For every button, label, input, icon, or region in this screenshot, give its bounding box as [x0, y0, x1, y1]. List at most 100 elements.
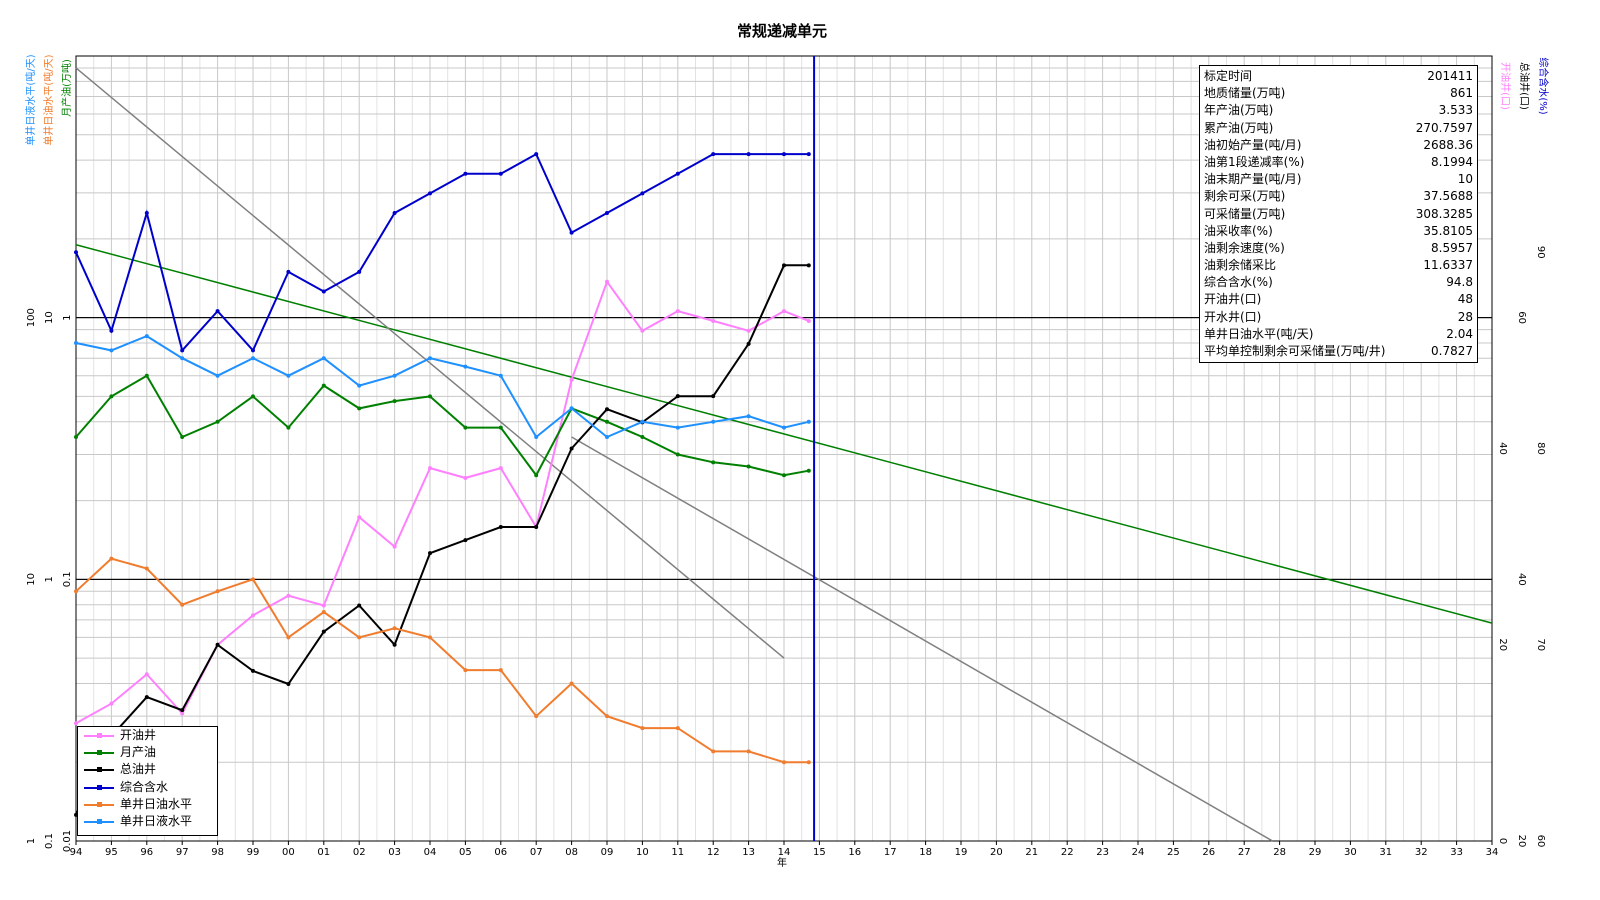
data-point: [463, 425, 468, 430]
data-point: [74, 721, 78, 726]
x-tick-label: 20: [990, 847, 1003, 858]
info-value: 28: [1457, 309, 1473, 324]
info-label: 年产油(万吨): [1204, 103, 1274, 118]
legend-item: 月产油: [78, 744, 217, 761]
calibration-info-panel: 标定时间 201411 地质储量(万吨) 861 年产油(万吨) 3.533 累产油(万吨)…: [1199, 65, 1478, 364]
legend-label: 总油井: [120, 762, 157, 777]
decline-trend-line: [571, 436, 1273, 842]
data-point: [782, 425, 786, 430]
data-point: [357, 383, 362, 388]
info-label: 平均单控制剩余可采储量(万吨/井): [1204, 344, 1386, 358]
data-point: [321, 629, 326, 634]
data-point: [144, 211, 149, 215]
data-point: [746, 152, 751, 157]
data-point: [321, 383, 326, 388]
x-tick-label: 01: [317, 847, 330, 858]
info-row: 油初始产量(吨/月) 2688.36: [1204, 137, 1473, 154]
data-point: [534, 434, 539, 439]
data-point: [251, 356, 255, 361]
info-value: 48: [1457, 292, 1473, 307]
info-label: 油剩余速度(%): [1204, 240, 1285, 255]
data-point: [675, 171, 680, 176]
info-row: 综合含水(%) 94.8: [1204, 274, 1473, 291]
data-point: [640, 726, 645, 731]
data-point: [180, 711, 185, 716]
x-tick-label: 29: [1309, 847, 1322, 858]
data-point: [498, 373, 503, 378]
legend-label: 单井日油水平: [120, 796, 193, 811]
data-point: [215, 642, 220, 647]
data-point: [498, 668, 503, 673]
x-tick-label: 22: [1061, 847, 1074, 858]
info-value: 201411: [1427, 69, 1473, 83]
data-point: [605, 714, 609, 719]
x-tick-label: 31: [1379, 847, 1392, 858]
data-point: [251, 613, 255, 618]
data-point: [640, 419, 645, 424]
data-point: [498, 525, 503, 529]
x-tick-label: 27: [1238, 847, 1251, 858]
data-point: [782, 309, 786, 314]
data-point: [746, 749, 751, 754]
data-point: [251, 668, 255, 673]
x-axis-ticks: 94 95 96 97 98 99 00 01 02 03 04 05 06 07 08 09 10 11 12 13…: [70, 841, 1498, 858]
x-tick-label: 96: [140, 847, 153, 858]
x-tick-label: 14: [778, 847, 791, 858]
data-point: [806, 760, 811, 765]
info-value: 308.3285: [1415, 206, 1473, 221]
y-tick-label: 20: [1497, 638, 1508, 651]
decline-trend-line: [75, 244, 1493, 624]
data-point: [109, 348, 114, 353]
decline-trend-lines: [75, 67, 1493, 842]
data-point: [746, 464, 751, 469]
data-point: [569, 681, 574, 686]
x-tick-label: 94: [70, 847, 83, 858]
info-row: 地质储量(万吨) 861: [1204, 85, 1473, 102]
data-point: [463, 475, 468, 480]
x-tick-label: 16: [848, 847, 861, 858]
data-point: [534, 714, 539, 719]
data-point: [357, 406, 362, 411]
y-tick-label: 20: [1516, 835, 1527, 848]
x-tick-label: 08: [565, 847, 578, 858]
info-row: 油末期产量(吨/月) 10: [1204, 171, 1473, 188]
info-value: 11.6337: [1423, 258, 1473, 273]
y-tick-label: 100: [26, 308, 37, 327]
info-label: 油采收率(%): [1204, 223, 1273, 238]
info-row: 油剩余储采比 11.6337: [1204, 257, 1473, 274]
data-point: [357, 635, 362, 640]
info-label: 开油井(口): [1204, 292, 1262, 307]
y-tick-label: 0.01: [62, 830, 73, 852]
data-point: [782, 263, 786, 268]
legend-marker: [97, 767, 102, 773]
x-tick-label: 02: [353, 847, 366, 858]
x-tick-label: 28: [1273, 847, 1286, 858]
data-point: [746, 328, 751, 333]
info-label: 剩余可采(万吨): [1204, 189, 1286, 204]
data-point: [640, 191, 645, 196]
data-point: [675, 452, 680, 457]
data-point: [806, 419, 811, 424]
info-row: 平均单控制剩余可采储量(万吨/井) 0.7827: [1204, 343, 1473, 360]
info-label: 单井日油水平(吨/天): [1204, 326, 1314, 341]
info-row: 年产油(万吨) 3.533: [1204, 102, 1473, 119]
data-point: [605, 434, 609, 439]
y-axis-label: 单井日液水平(吨/天): [24, 54, 37, 145]
data-point: [215, 419, 220, 424]
info-row: 油采收率(%) 35.8105: [1204, 223, 1473, 240]
data-point: [711, 419, 716, 424]
data-point: [321, 356, 326, 361]
x-tick-label: 12: [707, 847, 720, 858]
data-point: [109, 328, 114, 333]
info-row: 累产油(万吨) 270.7597: [1204, 120, 1473, 137]
data-point: [392, 399, 397, 404]
data-point: [569, 230, 574, 235]
data-point: [806, 152, 811, 157]
legend-label: 综合含水: [120, 779, 169, 794]
info-label: 油剩余储采比: [1204, 258, 1277, 273]
y-tick-label: 10: [44, 311, 55, 324]
x-tick-label: 13: [742, 847, 755, 858]
data-point: [286, 373, 291, 378]
data-point: [569, 446, 574, 451]
data-point: [463, 538, 468, 543]
